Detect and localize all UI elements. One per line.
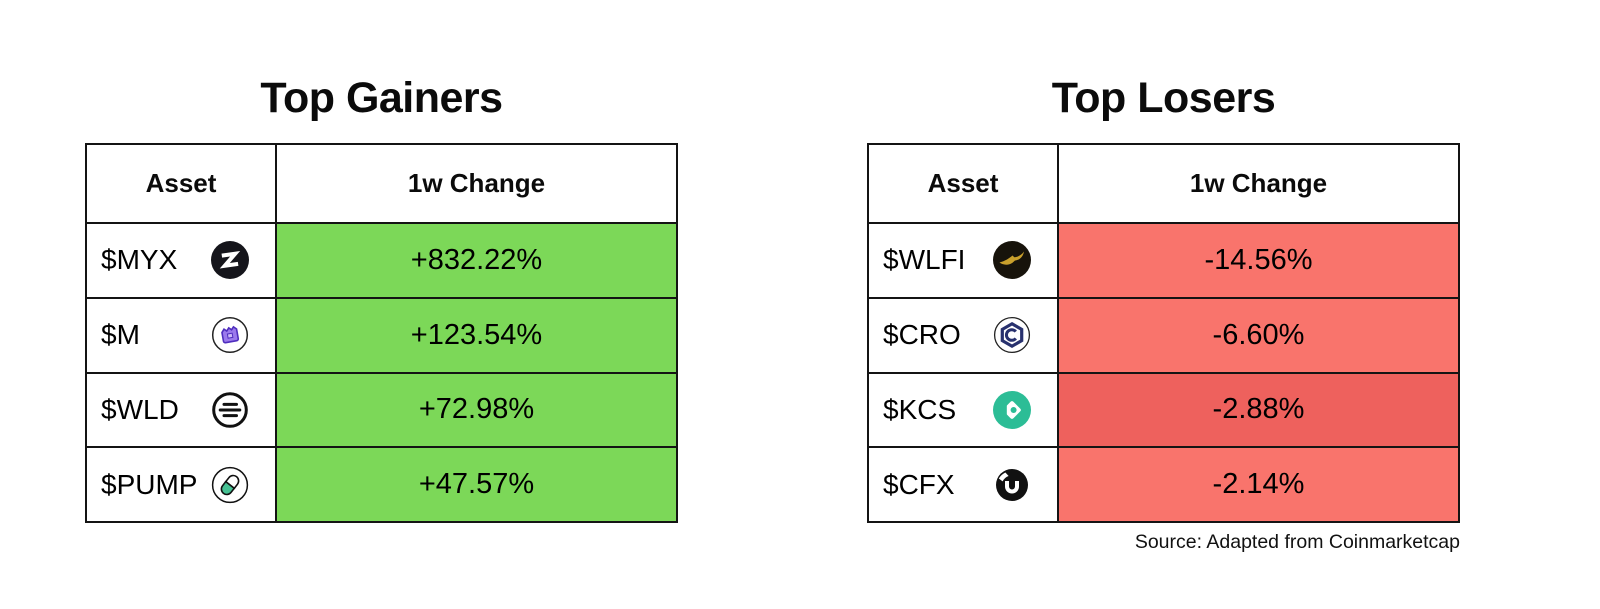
change-cell: +47.57% xyxy=(277,448,676,521)
asset-ticker: $M xyxy=(101,319,140,351)
losers-header-row: Asset 1w Change xyxy=(869,145,1458,222)
table-row: $WLFI -14.56% xyxy=(869,222,1458,297)
conflux-coin-icon xyxy=(993,466,1031,504)
change-cell: -6.60% xyxy=(1059,298,1458,372)
gainers-title: Top Gainers xyxy=(260,74,503,122)
gainers-change-header: 1w Change xyxy=(407,168,546,198)
pumpfun-coin-icon xyxy=(211,466,249,504)
table-row: $WLD +72.98% xyxy=(87,371,676,447)
table-row: $KCS -2.88% xyxy=(869,371,1458,447)
change-cell: +832.22% xyxy=(277,224,676,297)
asset-ticker: $CFX xyxy=(883,468,955,500)
asset-cell: $WLD xyxy=(87,373,277,447)
change-cell: +72.98% xyxy=(277,373,676,447)
gainers-asset-header: Asset xyxy=(87,145,277,222)
worldcoin-coin-icon xyxy=(211,391,249,429)
source-note: Source: Adapted from Coinmarketcap xyxy=(1134,531,1460,553)
change-cell: +123.54% xyxy=(277,298,676,372)
table-row: $MYX +832.22% xyxy=(87,222,676,297)
losers-title: Top Losers xyxy=(1051,74,1276,122)
wlfi-coin-icon xyxy=(993,241,1031,280)
asset-ticker: $PUMP xyxy=(101,468,198,500)
change-cell: -2.14% xyxy=(1059,448,1458,521)
cronos-coin-icon xyxy=(993,316,1031,354)
asset-cell: $PUMP xyxy=(87,448,277,521)
losers-asset-header: Asset xyxy=(869,145,1059,222)
gainers-table: Asset 1w Change $MYX +832.22% $M xyxy=(85,143,678,523)
gainers-header-row: Asset 1w Change xyxy=(87,145,676,222)
asset-ticker: $KCS xyxy=(883,393,957,425)
table-row: $M +123.54% xyxy=(87,296,676,372)
table-row: $CRO -6.60% xyxy=(869,296,1458,372)
change-cell: -2.88% xyxy=(1059,373,1458,447)
memecore-coin-icon xyxy=(211,316,249,354)
myx-coin-icon xyxy=(211,241,249,280)
asset-ticker: $MYX xyxy=(101,244,178,276)
kucoin-coin-icon xyxy=(993,390,1031,429)
losers-change-header: 1w Change xyxy=(1189,168,1328,198)
asset-cell: $M xyxy=(87,298,277,372)
asset-ticker: $CRO xyxy=(883,319,961,351)
asset-cell: $KCS xyxy=(869,373,1059,447)
table-row: $CFX -2.14% xyxy=(869,446,1458,521)
asset-cell: $WLFI xyxy=(869,224,1059,297)
losers-table: Asset 1w Change $WLFI -14.56% $CRO xyxy=(867,143,1460,523)
change-cell: -14.56% xyxy=(1059,224,1458,297)
asset-cell: $CFX xyxy=(869,448,1059,521)
asset-cell: $MYX xyxy=(87,224,277,297)
asset-cell: $CRO xyxy=(869,298,1059,372)
asset-ticker: $WLFI xyxy=(883,244,966,276)
table-row: $PUMP +47.57% xyxy=(87,446,676,521)
asset-ticker: $WLD xyxy=(101,393,179,425)
